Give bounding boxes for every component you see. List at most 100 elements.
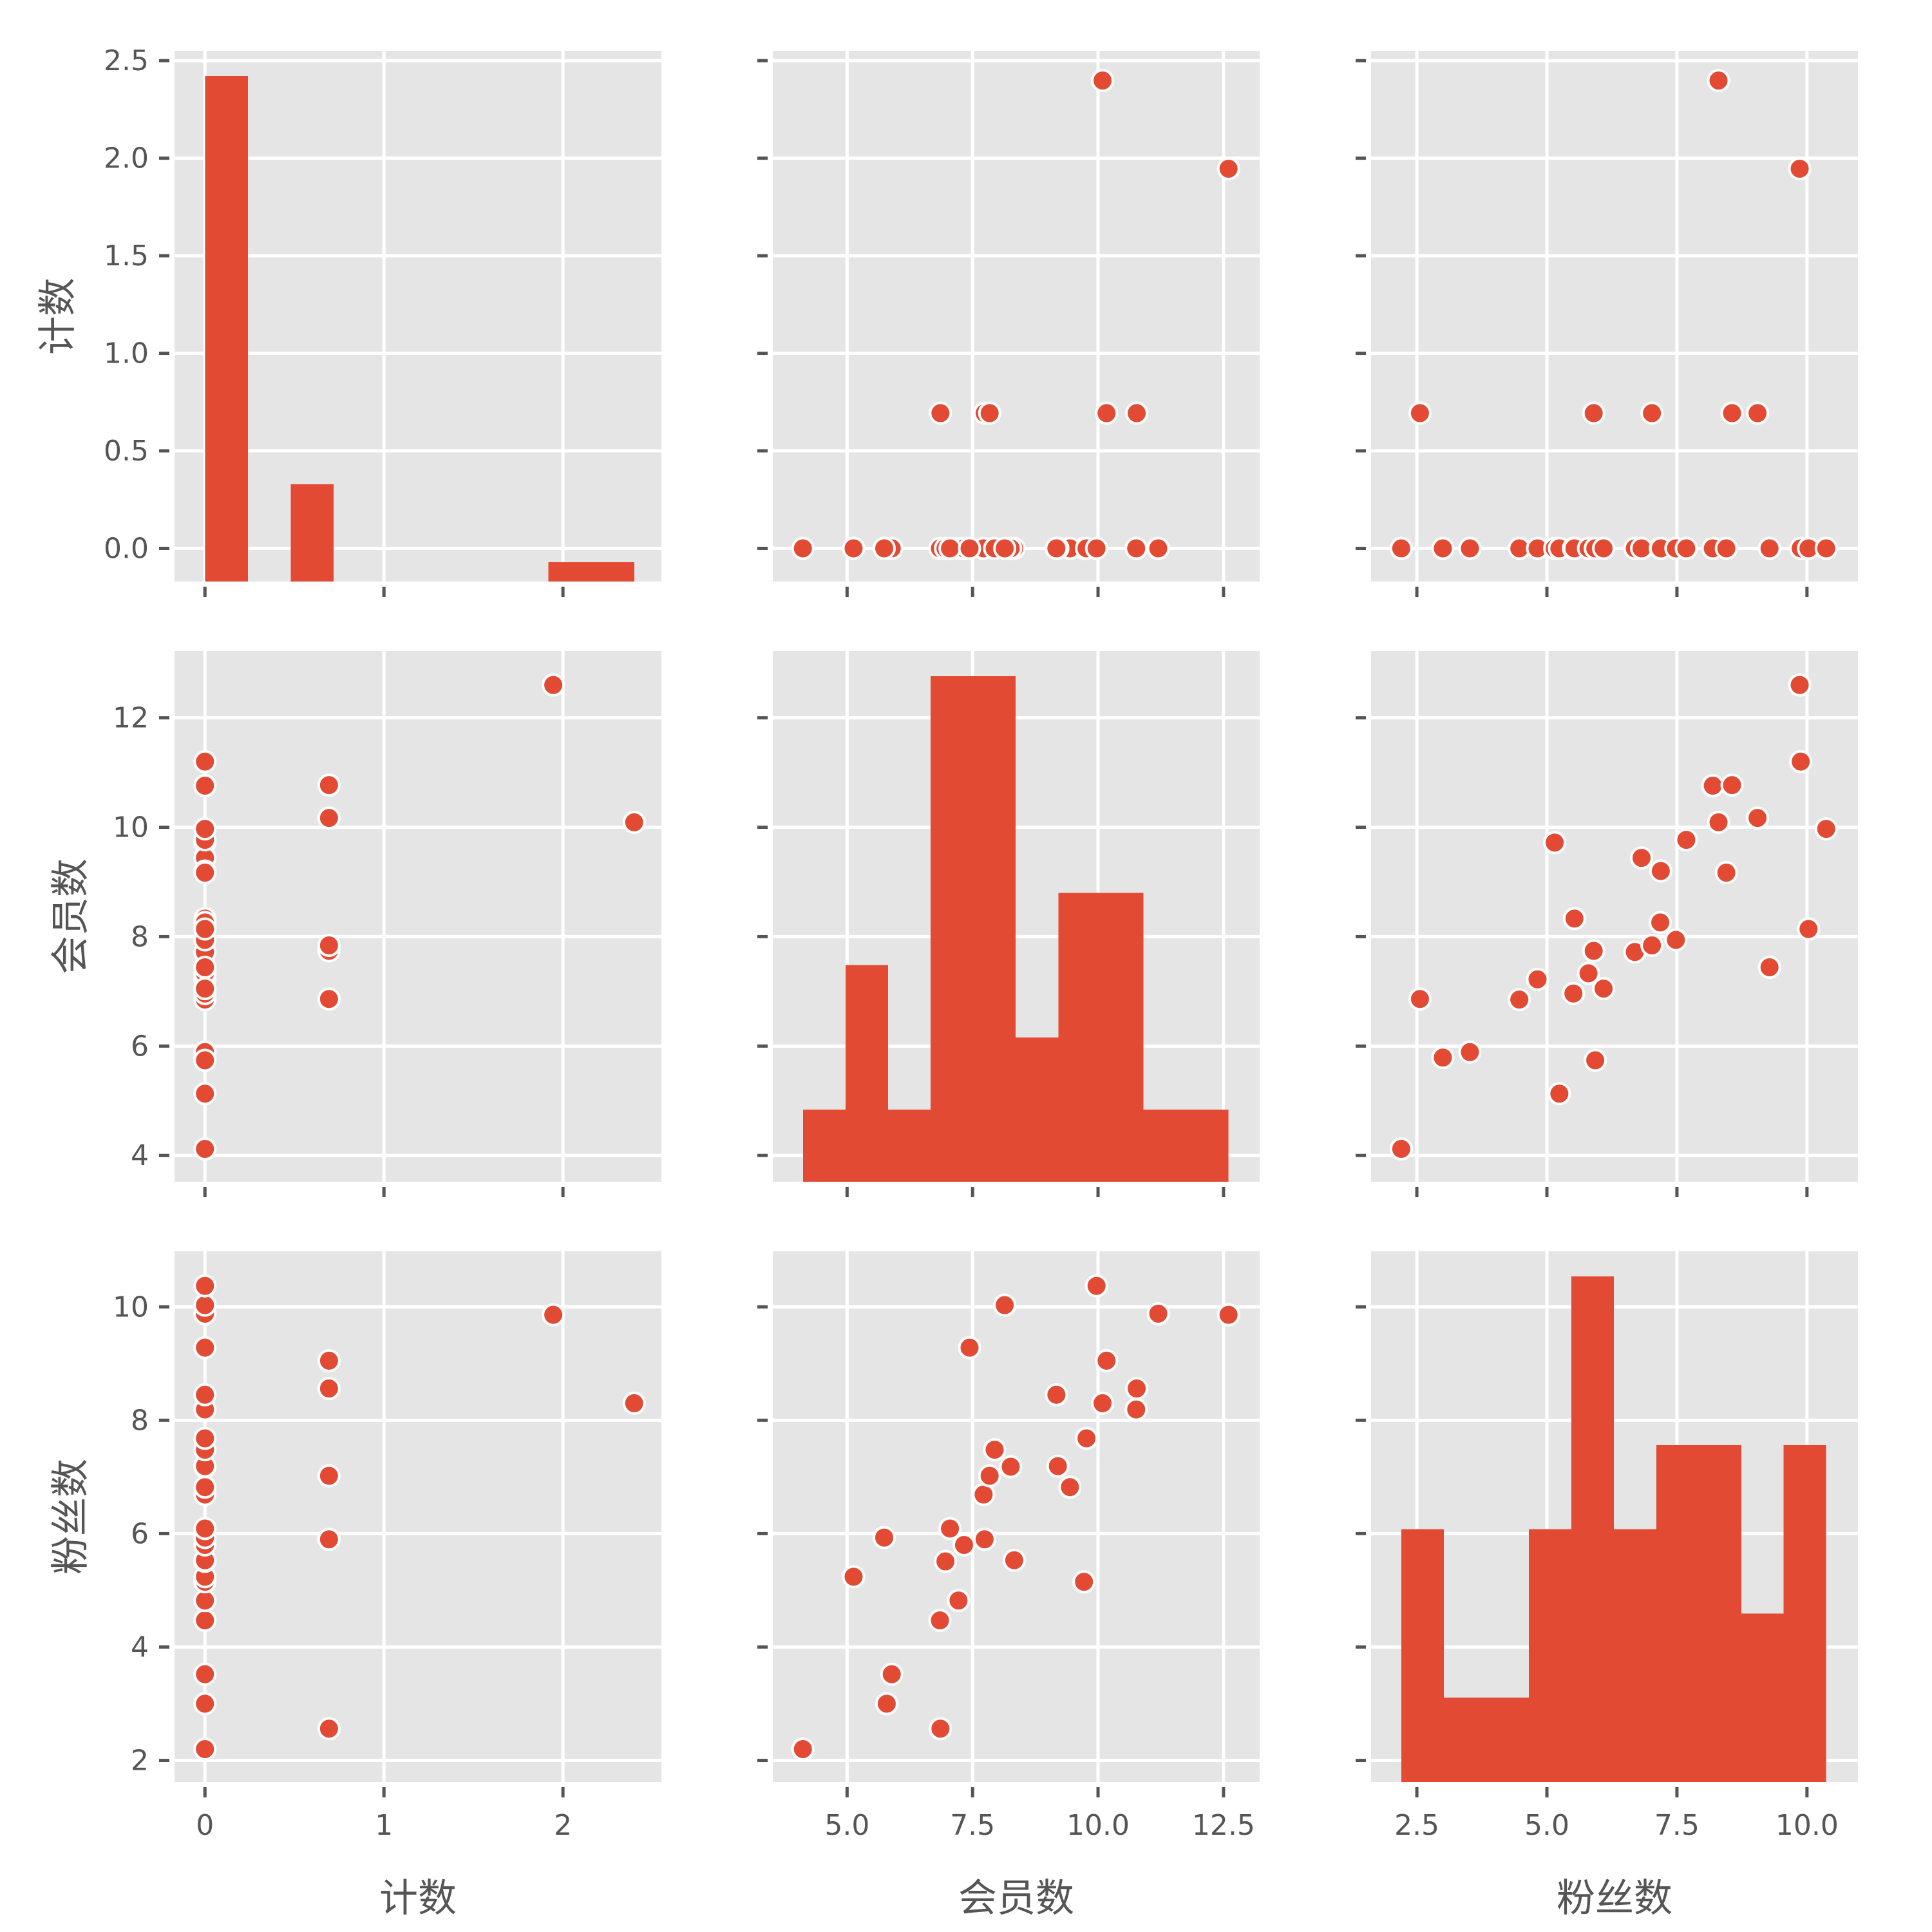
- scatter-point: [938, 536, 962, 560]
- scatter-point: [1084, 536, 1108, 560]
- scatter-point: [1548, 1082, 1571, 1106]
- panel-2-1: 5.0 7.5 10.0 12.5: [757, 1251, 1260, 1842]
- scatter-point: [193, 817, 217, 841]
- scatter-point: [958, 536, 981, 560]
- histogram-bar: [1613, 1529, 1656, 1782]
- histogram-bar: [290, 484, 334, 582]
- ylabel-1: 会员数: [48, 858, 93, 974]
- scatter-point: [1674, 828, 1698, 852]
- scatter-point: [1084, 1274, 1108, 1298]
- scatter-point: [622, 810, 646, 834]
- scatter-point: [193, 750, 217, 773]
- panel-1-2: [1356, 651, 1858, 1197]
- scatter-point: [1217, 156, 1240, 180]
- scatter-point: [1664, 928, 1688, 952]
- scatter-point: [1095, 401, 1119, 425]
- histogram-bar: [1401, 1529, 1444, 1782]
- scatter-point: [1649, 859, 1672, 883]
- scatter-point: [880, 1662, 904, 1686]
- scatter-point: [193, 1293, 217, 1317]
- histogram-bar: [845, 965, 888, 1182]
- scatter-point: [1630, 846, 1653, 870]
- y-tick-label: 4: [131, 1631, 149, 1663]
- y-tick-label: 2.0: [104, 142, 149, 175]
- scatter-point: [1408, 987, 1432, 1011]
- panel-background: [773, 51, 1260, 582]
- scatter-point: [791, 536, 815, 560]
- scatter-point: [193, 977, 217, 1001]
- y-tick-label: 6: [131, 1030, 149, 1063]
- scatter-point: [1431, 1046, 1455, 1070]
- scatter-point: [1592, 977, 1616, 1001]
- scatter-point: [1788, 156, 1812, 180]
- panel-2-0: 0 1 2 2 4 6 8 10: [113, 1251, 661, 1842]
- panel-background: [175, 51, 661, 582]
- scatter-point: [934, 1549, 958, 1573]
- y-tick-label: 4: [131, 1139, 149, 1172]
- scatter-point: [1095, 1349, 1119, 1372]
- scatter-point: [193, 1336, 217, 1359]
- scatter-point: [193, 1475, 217, 1499]
- panel-0-2: [1356, 51, 1858, 597]
- histogram-bar: [1656, 1444, 1699, 1782]
- scatter-point: [1508, 988, 1531, 1012]
- x-tick-label: 7.5: [950, 1809, 995, 1842]
- scatter-point: [1584, 1048, 1607, 1072]
- scatter-point: [1788, 673, 1812, 697]
- scatter-point: [1458, 1040, 1482, 1064]
- scatter-point: [1146, 536, 1170, 560]
- scatter-point: [1789, 750, 1813, 773]
- scatter-point: [929, 401, 952, 425]
- scatter-point: [317, 1464, 341, 1488]
- scatter-point: [317, 1349, 341, 1372]
- scatter-point: [1757, 536, 1781, 560]
- scatter-point: [193, 1662, 217, 1686]
- y-tick-label: 1.0: [104, 337, 149, 370]
- histogram-bar: [802, 1109, 846, 1182]
- scatter-point: [842, 1565, 866, 1589]
- x-tick-label: 1: [375, 1809, 393, 1842]
- histogram-bar: [1443, 1698, 1486, 1782]
- panel-background: [1371, 651, 1858, 1182]
- scatter-point: [928, 1609, 952, 1633]
- ylabel-2: 粉丝数: [48, 1459, 93, 1575]
- histogram-bar: [591, 562, 634, 582]
- scatter-point: [1562, 981, 1586, 1005]
- x-tick-label: 0: [196, 1809, 214, 1842]
- scatter-point: [317, 934, 341, 958]
- scatter-point: [1757, 956, 1781, 980]
- scatter-point: [978, 401, 1001, 425]
- scatter-point: [1058, 1475, 1082, 1499]
- scatter-point: [1389, 536, 1413, 560]
- scatter-point: [1720, 773, 1744, 797]
- scatter-point: [1146, 1302, 1170, 1325]
- histogram-bar: [1571, 1276, 1614, 1782]
- xlabel-2: 粉丝数: [1557, 1876, 1672, 1921]
- panel-background: [175, 651, 661, 1182]
- scatter-point: [1045, 1383, 1068, 1406]
- scatter-point: [542, 673, 565, 697]
- scatter-point: [193, 956, 217, 980]
- x-tick-label: 10.0: [1066, 1809, 1130, 1842]
- y-tick-label: 0.0: [104, 533, 149, 565]
- scatter-point: [193, 1383, 217, 1406]
- scatter-point: [1582, 939, 1605, 963]
- scatter-point: [1592, 536, 1616, 560]
- histogram-bar: [973, 676, 1016, 1182]
- scatter-point: [875, 1692, 898, 1716]
- panel-2-2: 2.5 5.0 7.5 10.0: [1356, 1251, 1858, 1842]
- scatter-point: [317, 806, 341, 830]
- xlabel-0: 计数: [379, 1876, 457, 1921]
- scatter-point: [193, 1609, 217, 1633]
- x-tick-label: 10.0: [1776, 1809, 1839, 1842]
- scatter-point: [1701, 773, 1725, 797]
- xlabel-1: 会员数: [958, 1876, 1074, 1921]
- scatter-point: [317, 987, 341, 1011]
- x-tick-label: 5.0: [824, 1809, 869, 1842]
- scatter-point: [1797, 917, 1821, 941]
- scatter-point: [947, 1589, 971, 1613]
- histogram-bar: [887, 1109, 931, 1182]
- scatter-point: [1649, 911, 1672, 934]
- x-tick-label: 7.5: [1654, 1809, 1700, 1842]
